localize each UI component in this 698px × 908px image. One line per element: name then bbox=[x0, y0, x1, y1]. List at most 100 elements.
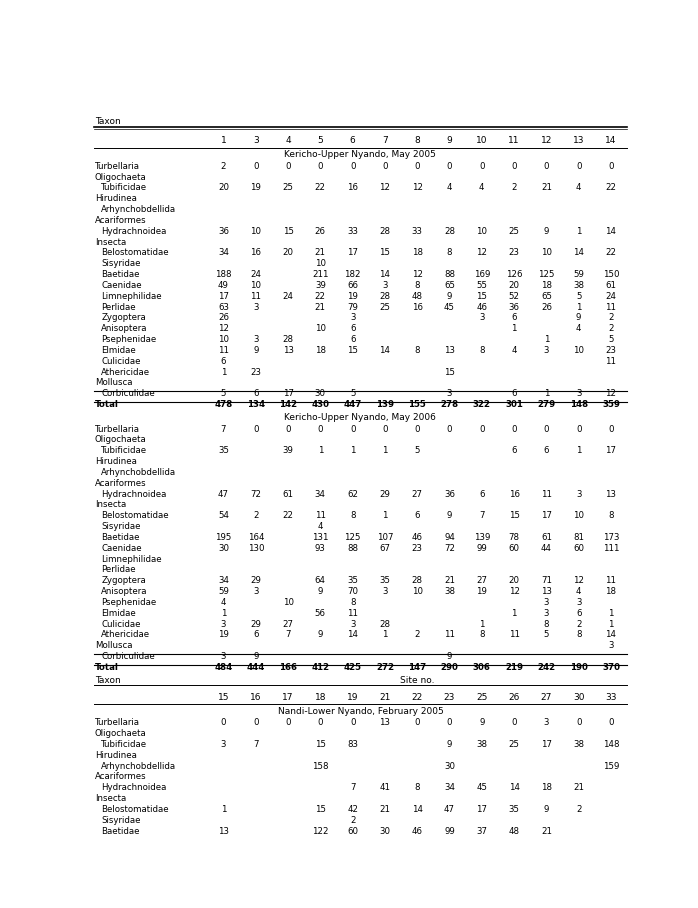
Text: 27: 27 bbox=[412, 489, 423, 498]
Text: 14: 14 bbox=[605, 227, 616, 236]
Text: 8: 8 bbox=[350, 598, 355, 607]
Text: 10: 10 bbox=[476, 227, 487, 236]
Text: 35: 35 bbox=[347, 577, 358, 586]
Text: Arhynchobdellida: Arhynchobdellida bbox=[101, 205, 177, 214]
Text: 20: 20 bbox=[283, 249, 294, 258]
Text: 9: 9 bbox=[447, 511, 452, 520]
Text: 10: 10 bbox=[251, 227, 261, 236]
Text: 34: 34 bbox=[218, 249, 229, 258]
Text: 6: 6 bbox=[253, 390, 258, 399]
Text: 1: 1 bbox=[512, 609, 517, 617]
Text: 21: 21 bbox=[380, 804, 390, 814]
Text: 17: 17 bbox=[605, 446, 616, 455]
Text: 148: 148 bbox=[570, 400, 588, 410]
Text: 30: 30 bbox=[218, 544, 229, 553]
Text: 3: 3 bbox=[576, 598, 581, 607]
Text: Zygoptera: Zygoptera bbox=[101, 313, 146, 322]
Text: 447: 447 bbox=[343, 400, 362, 410]
Text: 19: 19 bbox=[218, 630, 229, 639]
Text: 2: 2 bbox=[576, 619, 581, 628]
Text: 0: 0 bbox=[512, 718, 517, 727]
Text: 2: 2 bbox=[253, 511, 258, 520]
Text: Perlidae: Perlidae bbox=[101, 566, 136, 575]
Text: 370: 370 bbox=[602, 663, 620, 672]
Text: 18: 18 bbox=[541, 281, 552, 290]
Text: 14: 14 bbox=[380, 270, 390, 279]
Text: 4: 4 bbox=[576, 183, 581, 192]
Text: 22: 22 bbox=[315, 183, 326, 192]
Text: 28: 28 bbox=[412, 577, 423, 586]
Text: 188: 188 bbox=[215, 270, 232, 279]
Text: 61: 61 bbox=[541, 533, 552, 542]
Text: 39: 39 bbox=[315, 281, 326, 290]
Text: Oligochaeta: Oligochaeta bbox=[95, 729, 147, 738]
Text: 6: 6 bbox=[479, 489, 484, 498]
Text: 38: 38 bbox=[573, 740, 584, 749]
Text: Baetidae: Baetidae bbox=[101, 826, 140, 835]
Text: 5: 5 bbox=[318, 136, 323, 145]
Text: 46: 46 bbox=[412, 826, 423, 835]
Text: 0: 0 bbox=[544, 425, 549, 434]
Text: 11: 11 bbox=[509, 630, 519, 639]
Text: 17: 17 bbox=[218, 291, 229, 301]
Text: 6: 6 bbox=[350, 324, 355, 333]
Text: 1: 1 bbox=[383, 511, 387, 520]
Text: 1: 1 bbox=[221, 368, 226, 377]
Text: Acariformes: Acariformes bbox=[95, 216, 147, 225]
Text: 3: 3 bbox=[544, 346, 549, 355]
Text: Mollusca: Mollusca bbox=[95, 641, 133, 650]
Text: 0: 0 bbox=[608, 425, 614, 434]
Text: 8: 8 bbox=[415, 136, 420, 145]
Text: 0: 0 bbox=[350, 718, 355, 727]
Text: 30: 30 bbox=[380, 826, 390, 835]
Text: 88: 88 bbox=[444, 270, 455, 279]
Text: 15: 15 bbox=[347, 346, 358, 355]
Text: 6: 6 bbox=[350, 136, 355, 145]
Text: 12: 12 bbox=[412, 183, 423, 192]
Text: Oligochaeta: Oligochaeta bbox=[95, 173, 147, 182]
Text: 67: 67 bbox=[380, 544, 390, 553]
Text: 21: 21 bbox=[541, 826, 552, 835]
Text: Culicidae: Culicidae bbox=[101, 357, 141, 366]
Text: 28: 28 bbox=[380, 291, 390, 301]
Text: 19: 19 bbox=[347, 693, 358, 702]
Text: 125: 125 bbox=[538, 270, 555, 279]
Text: 14: 14 bbox=[509, 784, 519, 793]
Text: 72: 72 bbox=[251, 489, 261, 498]
Text: 26: 26 bbox=[541, 302, 552, 311]
Text: 6: 6 bbox=[221, 357, 226, 366]
Text: 9: 9 bbox=[479, 718, 484, 727]
Text: 130: 130 bbox=[248, 544, 264, 553]
Text: 1: 1 bbox=[479, 619, 484, 628]
Text: 8: 8 bbox=[479, 630, 484, 639]
Text: 65: 65 bbox=[444, 281, 455, 290]
Text: 166: 166 bbox=[279, 663, 297, 672]
Text: 17: 17 bbox=[476, 804, 487, 814]
Text: Tubificidae: Tubificidae bbox=[101, 446, 147, 455]
Text: 425: 425 bbox=[343, 663, 362, 672]
Text: 0: 0 bbox=[512, 162, 517, 171]
Text: 0: 0 bbox=[383, 162, 387, 171]
Text: 21: 21 bbox=[444, 577, 455, 586]
Text: 10: 10 bbox=[315, 260, 326, 268]
Text: 0: 0 bbox=[576, 425, 581, 434]
Text: 7: 7 bbox=[350, 784, 355, 793]
Text: Elmidae: Elmidae bbox=[101, 609, 136, 617]
Text: 0: 0 bbox=[608, 718, 614, 727]
Text: Limnephilidae: Limnephilidae bbox=[101, 555, 162, 564]
Text: 18: 18 bbox=[541, 784, 552, 793]
Text: 21: 21 bbox=[541, 183, 552, 192]
Text: 148: 148 bbox=[602, 740, 619, 749]
Text: 306: 306 bbox=[473, 663, 491, 672]
Text: 27: 27 bbox=[476, 577, 487, 586]
Text: 47: 47 bbox=[218, 489, 229, 498]
Text: 7: 7 bbox=[253, 740, 258, 749]
Text: 7: 7 bbox=[221, 425, 226, 434]
Text: Kericho-Upper Nyando, May 2005: Kericho-Upper Nyando, May 2005 bbox=[285, 151, 436, 159]
Text: 6: 6 bbox=[415, 511, 420, 520]
Text: 10: 10 bbox=[315, 324, 326, 333]
Text: 33: 33 bbox=[347, 227, 358, 236]
Text: 9: 9 bbox=[253, 652, 258, 661]
Text: 25: 25 bbox=[509, 227, 519, 236]
Text: 1: 1 bbox=[512, 324, 517, 333]
